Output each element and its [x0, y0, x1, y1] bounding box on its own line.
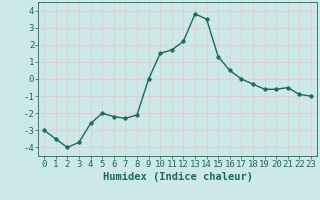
X-axis label: Humidex (Indice chaleur): Humidex (Indice chaleur)	[103, 172, 252, 182]
